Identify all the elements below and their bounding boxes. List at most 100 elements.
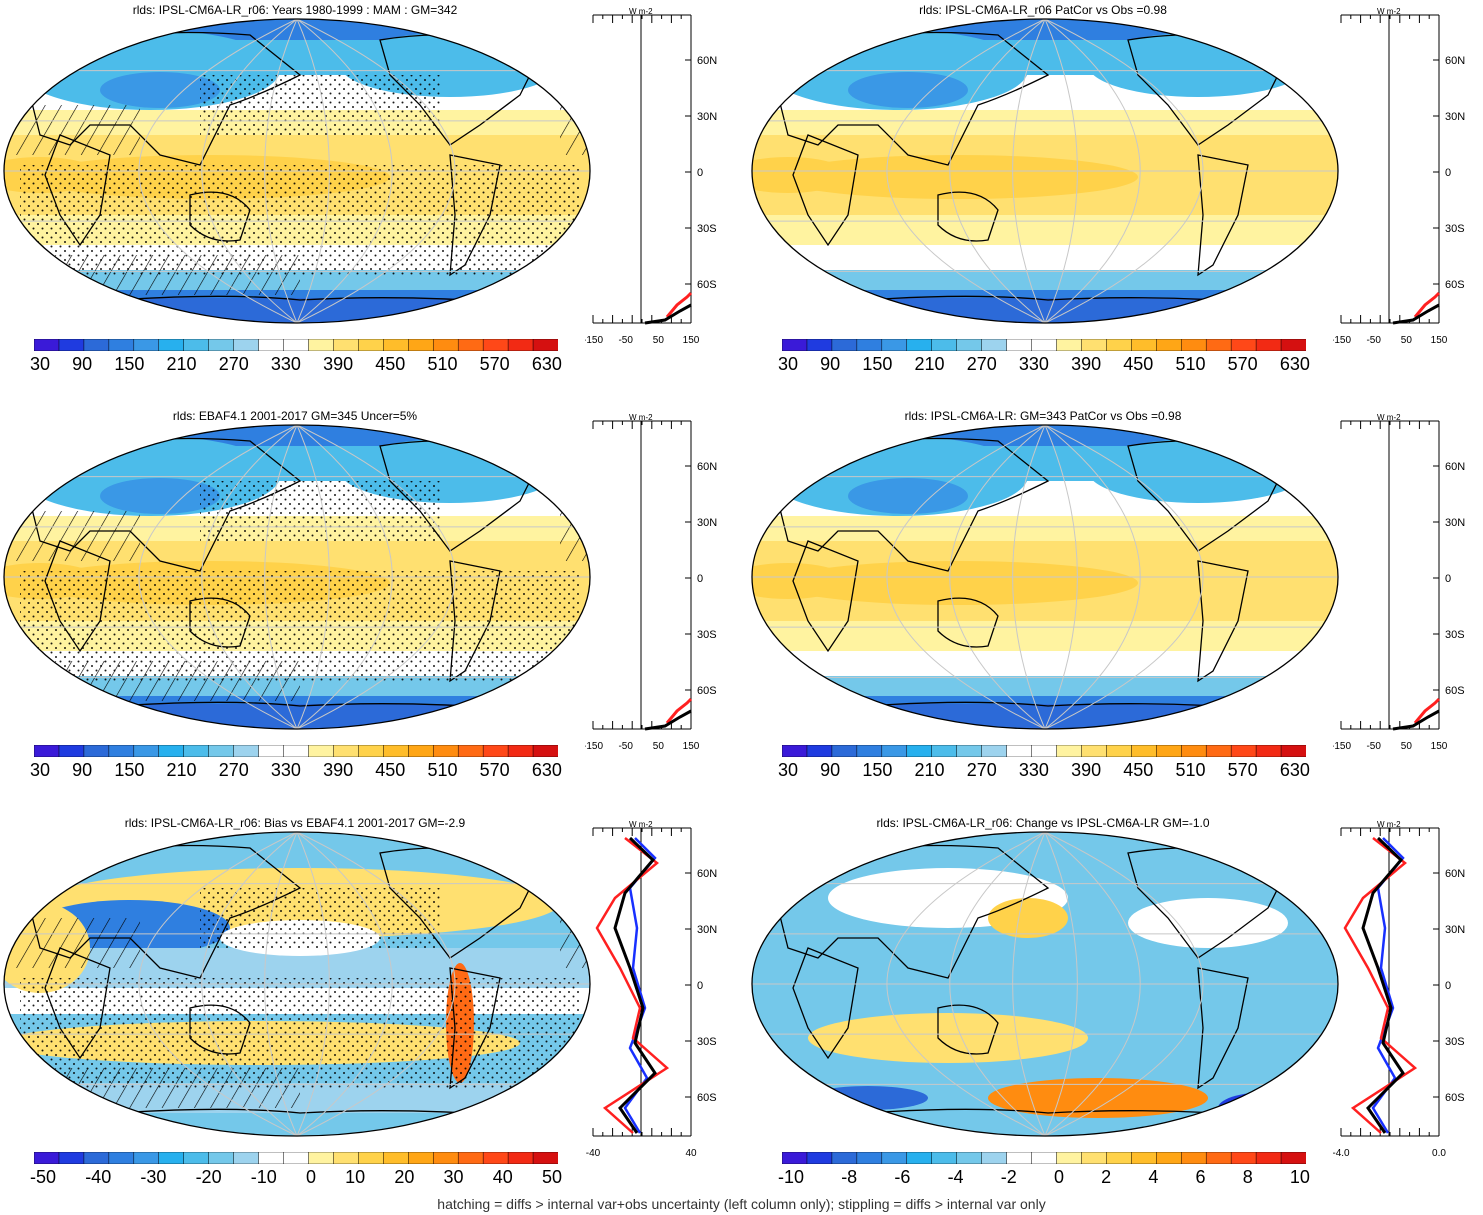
lat-label: 60N bbox=[1445, 461, 1465, 473]
colorbar-swatch bbox=[1156, 339, 1182, 351]
lat-label: 60N bbox=[697, 868, 717, 880]
colorbar-tick-label: 210 bbox=[166, 354, 197, 374]
colorbar-swatch bbox=[1180, 1152, 1207, 1164]
graticule bbox=[752, 425, 1338, 729]
colorbar-swatch bbox=[34, 339, 60, 351]
colorbar-swatch bbox=[258, 745, 285, 757]
lat-label: 30N bbox=[1445, 111, 1465, 123]
profile-line-red bbox=[665, 697, 693, 724]
colorbar-labels: -10 -8 -6 -4 -2 0 2 4 6 8 10 bbox=[778, 1167, 1310, 1188]
colorbar-tick-label: 210 bbox=[914, 354, 945, 374]
colorbar-swatch bbox=[233, 745, 260, 757]
colorbar-swatch bbox=[1205, 1152, 1232, 1164]
colorbar-swatch bbox=[283, 339, 310, 351]
lat-label: 0 bbox=[1445, 167, 1451, 179]
panel-title: rlds: IPSL-CM6A-LR_r06 PatCor vs Obs =0.… bbox=[919, 3, 1167, 17]
zonal-band bbox=[752, 245, 1338, 270]
colorbar-swatch bbox=[233, 339, 260, 351]
lat-label: 30S bbox=[697, 629, 717, 641]
colorbar-swatch bbox=[233, 1152, 260, 1164]
lat-label: 30N bbox=[697, 111, 717, 123]
colorbar-swatch bbox=[906, 745, 933, 757]
footer-note: hatching = diffs > internal var+obs unce… bbox=[437, 1196, 1046, 1212]
colorbar-swatch bbox=[1081, 339, 1108, 351]
profile-xtick-label: 50 bbox=[1401, 335, 1413, 346]
colorbar bbox=[34, 745, 558, 757]
colorbar-swatch bbox=[981, 1152, 1008, 1164]
colorbar-swatch bbox=[1081, 745, 1108, 757]
map-border bbox=[751, 424, 1339, 730]
panel-middle-left: rlds: EBAF4.1 2001-2017 GM=345 Uncer=5% 3… bbox=[0, 406, 735, 806]
profile-line-black bbox=[644, 303, 692, 325]
colorbar-tick-label: 30 bbox=[443, 1167, 464, 1187]
colorbar-tick-label: 30 bbox=[30, 354, 51, 374]
colorbar-swatch bbox=[956, 745, 983, 757]
profile-line-black bbox=[1392, 303, 1440, 325]
colorbar-tick-label: 90 bbox=[72, 354, 93, 374]
colorbar-swatch bbox=[931, 339, 958, 351]
map-border bbox=[3, 18, 591, 324]
colorbar-swatch bbox=[1255, 1152, 1282, 1164]
profile-xtick-label: 50 bbox=[1401, 741, 1413, 752]
profile-line-red bbox=[1413, 291, 1441, 318]
colorbar-tick-label: 390 bbox=[1071, 354, 1102, 374]
colorbar-swatch bbox=[1081, 1152, 1108, 1164]
graticule bbox=[4, 19, 590, 323]
units-label: W m-2 bbox=[1377, 413, 1401, 422]
colorbar-swatch bbox=[34, 745, 60, 757]
robinson-map bbox=[3, 18, 591, 324]
colorbar-tick-label: 150 bbox=[114, 354, 145, 374]
lat-label: 60N bbox=[1445, 868, 1465, 880]
colorbar-swatch bbox=[1156, 1152, 1182, 1164]
colorbar-tick-label: 510 bbox=[427, 760, 458, 780]
profile-line-black bbox=[644, 709, 692, 731]
colorbar-tick-label: -30 bbox=[140, 1167, 167, 1187]
colorbar bbox=[782, 339, 1306, 351]
colorbar-tick-label: 330 bbox=[1018, 354, 1049, 374]
colorbar-swatch bbox=[158, 1152, 185, 1164]
colorbar-swatch bbox=[1280, 745, 1306, 757]
colorbar-tick-label: 90 bbox=[820, 760, 841, 780]
robinson-map bbox=[3, 424, 591, 730]
colorbar-tick-label: 630 bbox=[531, 760, 562, 780]
colorbar-swatch bbox=[457, 1152, 484, 1164]
colorbar-swatch bbox=[1106, 1152, 1133, 1164]
robinson-map bbox=[3, 831, 591, 1137]
colorbar-tick-label: 150 bbox=[862, 760, 893, 780]
panel-title: rlds: IPSL-CM6A-LR: GM=343 PatCor vs Obs… bbox=[904, 409, 1182, 423]
colorbar-swatch bbox=[1180, 339, 1207, 351]
profile-xtick-label: 0.0 bbox=[1432, 1148, 1446, 1159]
colorbar-swatch bbox=[133, 339, 160, 351]
colorbar-swatch bbox=[408, 745, 434, 757]
profile-line-black bbox=[1361, 836, 1405, 1134]
colorbar-tick-label: 270 bbox=[218, 354, 249, 374]
colorbar-swatch bbox=[183, 1152, 210, 1164]
colorbar-swatch bbox=[1230, 1152, 1257, 1164]
colorbar-swatch bbox=[408, 1152, 434, 1164]
colorbar-swatch bbox=[507, 1152, 534, 1164]
lat-label: 30S bbox=[1445, 223, 1465, 235]
colorbar-swatch bbox=[358, 1152, 385, 1164]
panel-title: rlds: IPSL-CM6A-LR_r06: Bias vs EBAF4.1 … bbox=[124, 816, 466, 830]
colorbar-swatch bbox=[906, 339, 933, 351]
colorbar-tick-label: 30 bbox=[30, 760, 51, 780]
colorbar-swatch bbox=[507, 745, 534, 757]
colorbar-swatch bbox=[208, 1152, 235, 1164]
colorbar-swatch bbox=[308, 339, 335, 351]
profile-xtick-label: 50 bbox=[653, 335, 665, 346]
colorbar-swatch bbox=[383, 1152, 410, 1164]
colorbar-swatch bbox=[931, 745, 958, 757]
zonal-profile: 60N 30N 0 30S 60S W m-2 -150 -50 50 150 bbox=[1333, 7, 1465, 346]
colorbar-labels: 30 90 150 210 270 330 390 450 510 570 630 bbox=[778, 354, 1310, 375]
colorbar-tick-label: 270 bbox=[966, 354, 997, 374]
profile-xtick-label: 150 bbox=[1431, 335, 1448, 346]
colorbar-swatch bbox=[83, 339, 110, 351]
colorbar-labels: -50 -40 -30 -20 -10 0 10 20 30 40 50 bbox=[30, 1167, 562, 1188]
panel-bottom-left: rlds: IPSL-CM6A-LR_r06: Bias vs EBAF4.1 … bbox=[0, 813, 735, 1213]
units-label: W m-2 bbox=[1377, 820, 1401, 829]
colorbar-swatch bbox=[108, 339, 135, 351]
colorbar-tick-label: 450 bbox=[1123, 760, 1154, 780]
colorbar-swatch bbox=[258, 339, 285, 351]
lat-label: 0 bbox=[697, 573, 703, 585]
lat-label: 60S bbox=[1445, 1092, 1465, 1104]
